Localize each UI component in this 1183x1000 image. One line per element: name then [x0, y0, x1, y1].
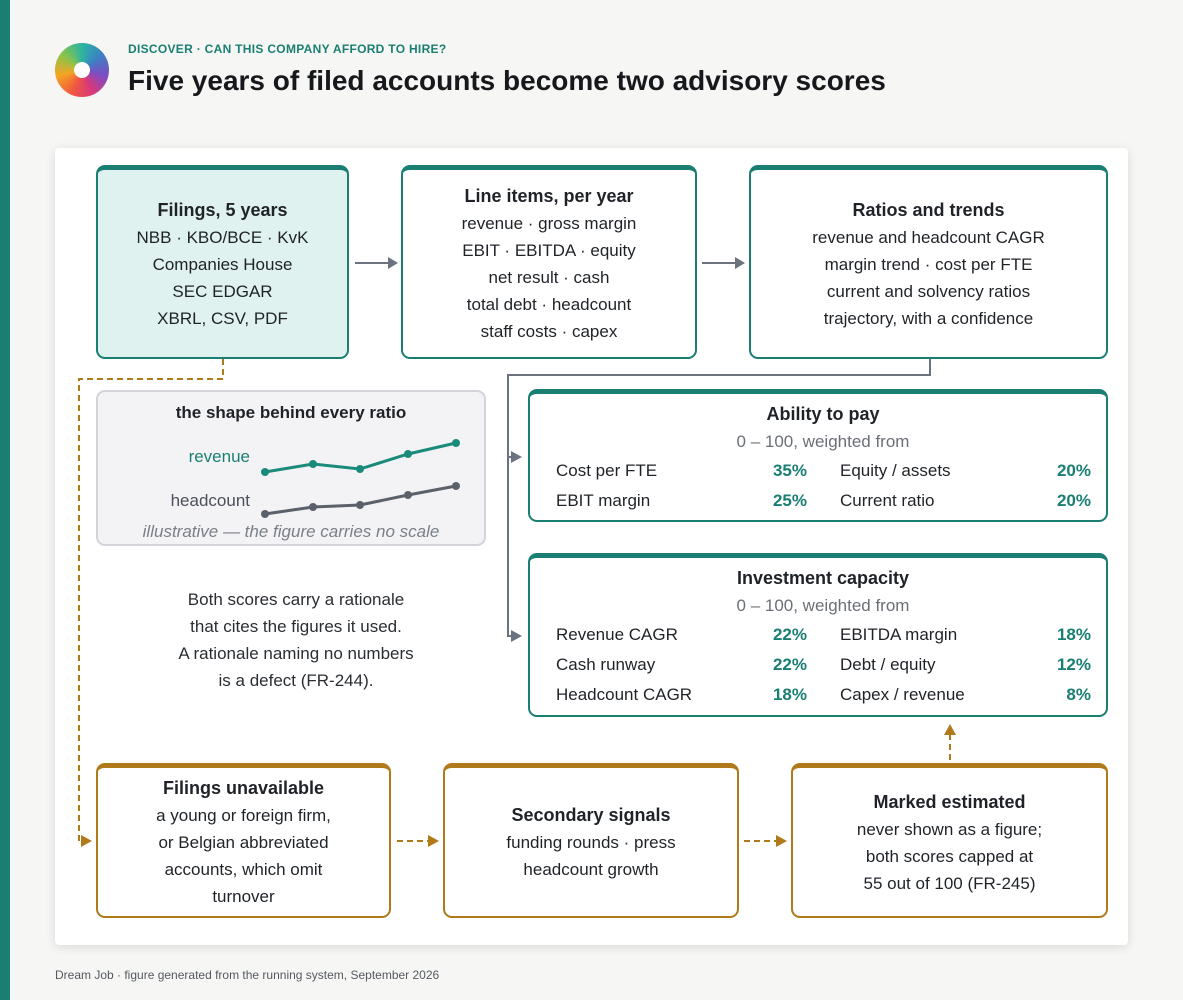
box-line: margin trend · cost per FTE — [824, 254, 1033, 274]
sketch-caption: illustrative — the figure carries no sca… — [142, 522, 440, 541]
box-line: revenue · gross margin — [461, 214, 637, 233]
box: Ratios and trends revenue and headcount C… — [749, 165, 1108, 359]
title: Five years of filed accounts become two … — [128, 65, 886, 96]
weight-label: EBITDA margin — [840, 625, 958, 644]
weight-share: 18% — [772, 685, 807, 704]
box-line: funding rounds · press — [506, 833, 676, 852]
weight-label: Current ratio — [840, 491, 935, 510]
box-title: Marked estimated — [873, 791, 1026, 812]
weight-label: Equity / assets — [840, 461, 951, 480]
weight-share: 8% — [1066, 685, 1091, 704]
score-box: Ability to pay 0 – 100, weighted from Cost… — [528, 389, 1108, 522]
weights: Revenue CAGR 22% EBITDA margin 18% Cash runw… — [556, 620, 1091, 710]
box-title: Filings unavailable — [162, 778, 325, 798]
box-line: accounts, which omit — [164, 860, 323, 879]
box-line: never shown as a figure; — [856, 819, 1043, 839]
score-subtitle: 0 – 100, weighted from — [736, 432, 910, 451]
box: Marked estimated never shown as a figure;… — [791, 763, 1108, 918]
score-box: Investment capacity 0 – 100, weighted fro… — [528, 553, 1108, 717]
weight-label: Capex / revenue — [840, 685, 965, 704]
box-line: a young or foreign firm, — [156, 806, 331, 825]
box-line: staff costs · capex — [480, 322, 618, 341]
box-line: or Belgian abbreviated — [158, 833, 329, 852]
score-title: Investment capacity — [736, 568, 910, 588]
box: Line items, per year revenue · gross marg… — [401, 165, 697, 359]
weight-share: 22% — [772, 625, 807, 644]
weight-share: 20% — [1056, 491, 1091, 510]
sketch-title: the shape behind every ratio — [175, 403, 407, 422]
box-title: Filings, 5 years — [157, 199, 288, 220]
box-line: Companies House — [152, 254, 293, 274]
box-line: SEC EDGAR — [172, 281, 273, 301]
score-subtitle: 0 – 100, weighted from — [736, 596, 910, 615]
box: Filings, 5 years NBB · KBO/BCE · KvK Compa… — [96, 165, 349, 359]
weight-label: EBIT margin — [556, 491, 651, 510]
weight-share: 25% — [772, 491, 807, 510]
score-title: Ability to pay — [766, 404, 880, 424]
weight-label: Revenue CAGR — [556, 625, 678, 644]
sketch-label: revenue — [188, 447, 250, 466]
weight-share: 18% — [1056, 625, 1091, 644]
weights: Cost per FTE 35% Equity / assets 20% EBIT ma… — [556, 456, 1091, 516]
weight-share: 12% — [1056, 655, 1091, 674]
box-line: turnover — [212, 887, 275, 906]
note: Both scores carry a rationale that cites … — [126, 586, 466, 694]
box-title: Secondary signals — [511, 805, 671, 825]
box: Secondary signals funding rounds · press h… — [443, 763, 739, 918]
weight-label: Headcount CAGR — [556, 685, 693, 704]
weight-label: Cash runway — [556, 655, 656, 674]
weight-label: Debt / equity — [840, 655, 936, 674]
footer: Dream Job · figure generated from the ru… — [55, 968, 440, 982]
box-line: current and solvency ratios — [826, 281, 1031, 301]
box-line: headcount growth — [523, 860, 659, 879]
weight-share: 35% — [772, 461, 807, 480]
box-line: NBB · KBO/BCE · KvK — [136, 227, 309, 247]
note-line: Both scores carry a rationale — [187, 590, 405, 609]
box-line: XBRL, CSV, PDF — [157, 308, 288, 328]
weight-share: 20% — [1056, 461, 1091, 480]
note-line: is a defect (FR-244). — [218, 671, 374, 690]
note-line: that cites the figures it used. — [190, 617, 402, 636]
sketch-label: headcount — [170, 491, 250, 510]
note-line: A rationale naming no numbers — [178, 644, 414, 663]
box-title: Line items, per year — [464, 186, 634, 206]
box-line: revenue and headcount CAGR — [812, 227, 1045, 247]
box-line: total debt · headcount — [466, 295, 632, 314]
box-title: Ratios and trends — [852, 199, 1005, 220]
weight-label: Cost per FTE — [556, 461, 658, 480]
logo — [55, 43, 109, 97]
box: Filings unavailable a young or foreign fi… — [96, 763, 391, 918]
box-line: 55 out of 100 (FR-245) — [863, 873, 1036, 893]
box-line: net result · cash — [488, 268, 610, 287]
weight-share: 22% — [772, 655, 807, 674]
eyebrow: DISCOVER · CAN THIS COMPANY AFFORD TO HI… — [128, 42, 447, 56]
box-line: EBIT · EBITDA · equity — [462, 241, 636, 260]
box-line: trajectory, with a confidence — [823, 308, 1034, 328]
box-line: both scores capped at — [865, 846, 1034, 866]
side-bar — [0, 0, 10, 1000]
